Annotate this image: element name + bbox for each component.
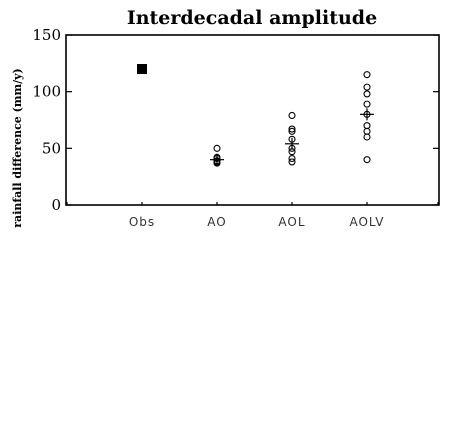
y-tick-label: 0 — [51, 196, 61, 214]
ensemble-member-point — [363, 90, 371, 98]
ensemble-aol — [285, 111, 299, 166]
ensemble-ao — [210, 144, 224, 167]
ensemble-member-point — [213, 144, 221, 152]
y-axis-ticks: 0 50 100 150 — [32, 26, 439, 214]
y-tick-label: 50 — [42, 139, 61, 157]
observed-point — [137, 64, 147, 74]
data-marks — [137, 64, 374, 167]
ensemble-member-point — [363, 83, 371, 91]
x-tick-label-obs: Obs — [129, 215, 155, 229]
x-axis-ticks: Obs AO AOL AOLV — [66, 202, 439, 229]
ensemble-member-point — [288, 125, 296, 133]
ensemble-member-point — [363, 133, 371, 141]
ensemble-member-point — [288, 158, 296, 166]
x-tick-label-aol: AOL — [278, 215, 305, 229]
ensemble-member-point — [288, 111, 296, 120]
plot-frame — [65, 34, 440, 206]
ensemble-member-point — [363, 156, 371, 164]
x-tick-label-ao: AO — [207, 215, 226, 229]
ensemble-member-point — [363, 122, 371, 130]
x-tick-label-aolv: AOLV — [349, 215, 384, 229]
chart-title: Interdecadal amplitude — [127, 7, 377, 29]
y-tick-label: 100 — [32, 83, 61, 101]
y-axis-label: rainfall difference (mm/y) — [11, 68, 24, 227]
ensemble-member-point — [288, 127, 296, 135]
ensemble-member-point — [363, 100, 371, 108]
ensemble-aolv — [360, 71, 374, 164]
y-tick-label: 150 — [32, 26, 61, 44]
ensemble-member-point — [288, 154, 296, 163]
ensemble-member-point — [363, 71, 371, 79]
ensemble-member-point — [363, 127, 371, 135]
